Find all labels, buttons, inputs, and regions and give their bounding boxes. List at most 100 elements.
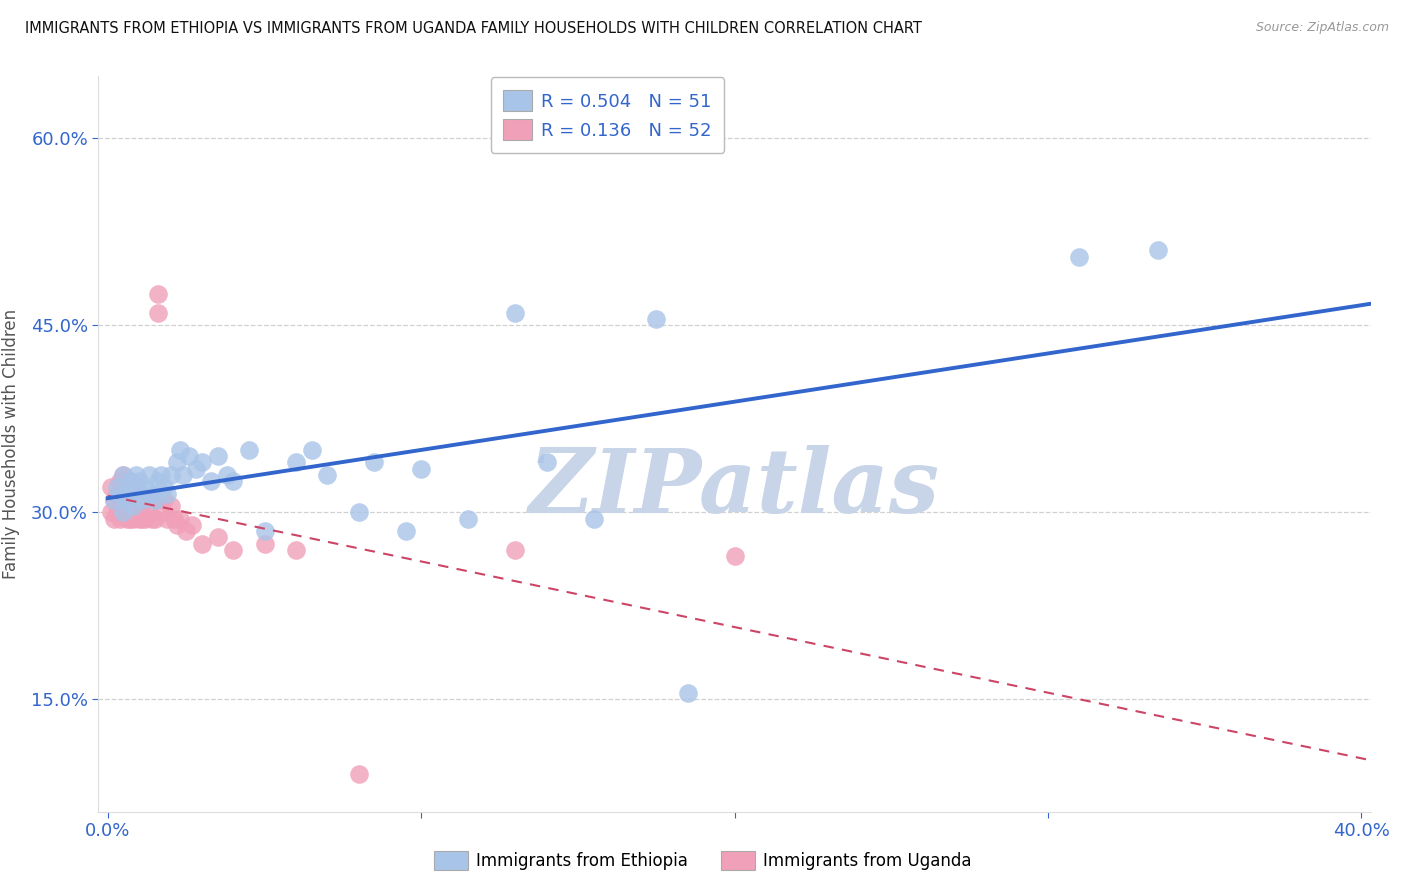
Point (159, 499, 181, 513)
Point (222, 542, 245, 557)
Point (169, 511, 191, 525)
Point (1069, 250, 1091, 264)
Point (115, 480, 138, 494)
Point (134, 511, 156, 525)
Point (503, 542, 526, 557)
Point (162, 511, 184, 525)
Point (159, 467, 181, 482)
Point (122, 511, 145, 525)
Point (131, 511, 153, 525)
Point (125, 480, 148, 494)
Point (138, 505, 160, 519)
Point (118, 474, 141, 488)
Point (118, 511, 141, 525)
Point (238, 442, 260, 457)
Point (1146, 244, 1168, 258)
Point (503, 306, 526, 320)
Point (100, 480, 122, 494)
Point (125, 467, 148, 482)
Point (112, 467, 135, 482)
Point (172, 467, 194, 482)
Point (215, 467, 238, 482)
Point (200, 474, 222, 488)
Point (112, 467, 135, 482)
Point (128, 511, 150, 525)
Point (153, 492, 176, 507)
Point (110, 474, 132, 488)
Point (723, 549, 745, 563)
Point (134, 492, 156, 507)
Point (112, 505, 135, 519)
Point (115, 492, 138, 507)
Point (207, 449, 229, 463)
Point (222, 474, 245, 488)
Point (118, 486, 141, 500)
Point (284, 542, 307, 557)
Point (146, 306, 169, 320)
Point (105, 486, 128, 500)
Point (110, 486, 132, 500)
Point (284, 455, 307, 469)
Point (253, 524, 276, 538)
Point (105, 505, 128, 519)
Point (156, 511, 179, 525)
Point (184, 461, 207, 475)
Point (115, 499, 138, 513)
Point (143, 511, 166, 525)
Point (253, 536, 276, 550)
Point (103, 511, 125, 525)
Point (301, 442, 323, 457)
Point (110, 492, 132, 507)
Point (347, 767, 370, 781)
Point (191, 455, 214, 469)
Point (153, 480, 176, 494)
Point (103, 492, 125, 507)
Point (125, 492, 148, 507)
Point (645, 312, 668, 326)
Point (191, 536, 214, 550)
Text: IMMIGRANTS FROM ETHIOPIA VS IMMIGRANTS FROM UGANDA FAMILY HOUSEHOLDS WITH CHILDR: IMMIGRANTS FROM ETHIOPIA VS IMMIGRANTS F… (25, 21, 922, 37)
Point (582, 511, 605, 525)
Point (112, 505, 135, 519)
Point (122, 505, 145, 519)
Point (112, 486, 135, 500)
Point (122, 499, 145, 513)
Point (122, 480, 145, 494)
Point (536, 455, 558, 469)
Point (118, 474, 141, 488)
Point (150, 467, 173, 482)
Point (138, 467, 160, 482)
Point (316, 467, 339, 482)
Point (207, 530, 229, 544)
Point (134, 480, 156, 494)
Point (103, 492, 125, 507)
Point (166, 517, 188, 532)
Text: ZIPatlas: ZIPatlas (529, 445, 941, 531)
Legend: Immigrants from Ethiopia, Immigrants from Uganda: Immigrants from Ethiopia, Immigrants fro… (427, 844, 979, 877)
Point (122, 486, 145, 500)
Point (169, 442, 191, 457)
Point (174, 524, 197, 538)
Point (143, 492, 166, 507)
Point (181, 517, 204, 532)
Y-axis label: Family Households with Children: Family Households with Children (1, 309, 20, 579)
Point (143, 492, 166, 507)
Point (105, 480, 128, 494)
Point (150, 505, 173, 519)
Point (141, 511, 163, 525)
Point (118, 492, 141, 507)
Legend: R = 0.504   N = 51, R = 0.136   N = 52: R = 0.504 N = 51, R = 0.136 N = 52 (491, 78, 724, 153)
Point (457, 511, 479, 525)
Point (394, 524, 416, 538)
Point (146, 287, 169, 301)
Point (128, 486, 150, 500)
Point (411, 461, 433, 475)
Point (363, 455, 385, 469)
Point (166, 455, 188, 469)
Text: Source: ZipAtlas.com: Source: ZipAtlas.com (1256, 21, 1389, 35)
Point (179, 449, 201, 463)
Point (110, 511, 132, 525)
Point (100, 505, 122, 519)
Point (128, 474, 150, 488)
Point (115, 511, 138, 525)
